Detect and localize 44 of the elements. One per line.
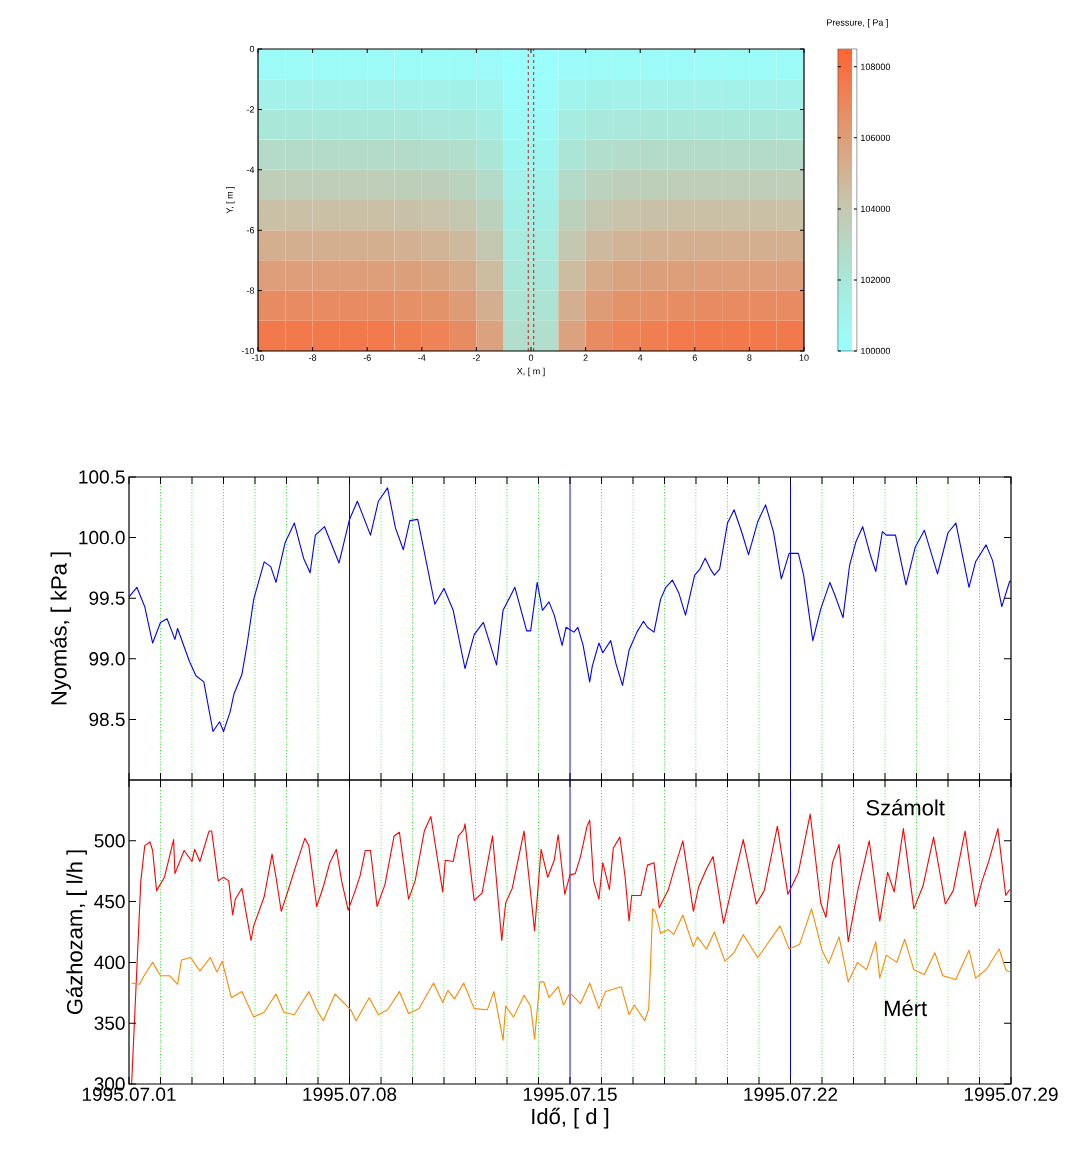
x-tick-label: 10 [799, 354, 809, 361]
y-tick-label: 98.5 [89, 712, 125, 727]
x-tick-label: 1995.07.15 [523, 1087, 617, 1101]
x-tick-label: -8 [309, 354, 317, 361]
y-tick-label: 500 [94, 834, 125, 848]
color-bar-label: 100000 [861, 347, 891, 355]
y-tick-label: -8 [246, 287, 255, 294]
color-bar-title: Pressure, [ Pa ] [827, 19, 888, 28]
y-tick-label: 100.5 [79, 470, 125, 484]
series-label: Számolt [866, 799, 945, 816]
y-tick-label: 350 [94, 1016, 125, 1030]
x-tick-label: 2 [583, 354, 588, 361]
color-bar-label: 102000 [861, 276, 891, 284]
series-label: Mért [884, 999, 928, 1017]
x-tick-label: 0 [528, 354, 534, 361]
x-tick-label: 8 [747, 354, 752, 361]
x-tick-label: 1995.07.29 [964, 1087, 1058, 1101]
y-tick-label: 99.5 [89, 591, 125, 605]
y-tick-label: 450 [94, 894, 125, 909]
y-tick-label: 99.0 [89, 652, 125, 666]
color-bar-label: 106000 [861, 134, 891, 142]
y-tick-label: 400 [94, 955, 125, 970]
x-axis-title: Idő, [ d ] [532, 1107, 609, 1129]
y-tick-label: -6 [246, 227, 255, 234]
y-axis-title: Gázhozam, [ l/h ] [66, 850, 87, 1015]
y-axis-title: Y, [ m ] [226, 186, 235, 214]
x-tick-label: -2 [472, 354, 480, 361]
y-tick-label: -10 [241, 347, 255, 355]
x-tick-label: 1995.07.08 [303, 1087, 397, 1101]
x-tick-label: -4 [418, 354, 426, 361]
x-tick-label: -10 [251, 354, 265, 361]
color-bar-label: 108000 [861, 63, 891, 70]
y-tick-label: -4 [246, 166, 255, 173]
y-axis-title: Nyomás, [ kPa ] [50, 552, 72, 705]
x-axis-title: X, [ m ] [516, 367, 545, 377]
x-tick-label: 6 [692, 354, 697, 361]
line-series [131, 908, 1011, 1041]
x-tick-label: 1995.07.22 [744, 1087, 838, 1101]
y-tick-label: 0 [249, 45, 255, 53]
x-tick-label: 4 [637, 354, 643, 361]
x-tick-label: -6 [363, 354, 371, 361]
y-tick-label: -2 [246, 106, 255, 113]
color-bar-label: 104000 [861, 205, 891, 213]
y-tick-label: 100.0 [79, 530, 125, 545]
